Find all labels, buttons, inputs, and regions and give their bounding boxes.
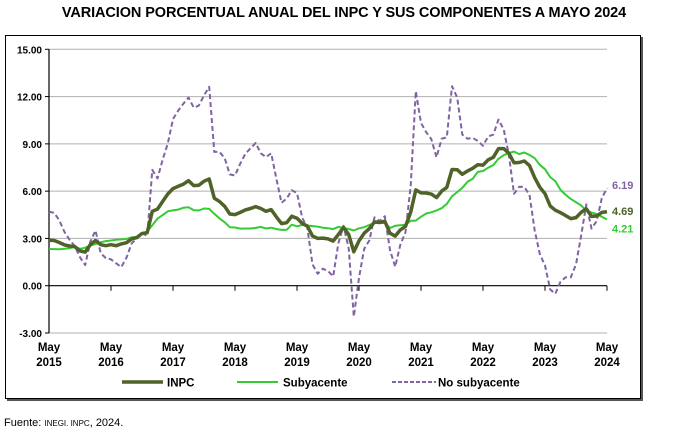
- x-tick-label-year: 2021: [408, 357, 434, 369]
- x-tick-label-year: 2016: [98, 357, 124, 369]
- x-tick-label-month: May: [596, 342, 619, 354]
- x-tick-label-month: May: [162, 342, 185, 354]
- end-value-label: 4.69: [612, 206, 633, 218]
- x-tick-label-year: 2015: [36, 357, 62, 369]
- x-tick-label-year: 2018: [222, 357, 248, 369]
- source-prefix: Fuente:: [4, 417, 45, 429]
- x-tick-label-month: May: [472, 342, 495, 354]
- x-tick-label-year: 2019: [284, 357, 310, 369]
- x-tick-label-month: May: [100, 342, 123, 354]
- x-tick-label-month: May: [534, 342, 557, 354]
- source-name: INEGI. INPC: [44, 419, 90, 428]
- series-line-subyacente: [48, 150, 608, 251]
- x-tick-label-year: 2020: [346, 357, 372, 369]
- x-tick-label-year: 2024: [594, 357, 620, 369]
- end-value-label: 4.21: [612, 223, 633, 235]
- end-value-label: 6.19: [612, 180, 633, 192]
- y-tick-label: -3.00: [19, 329, 42, 340]
- y-tick-label: 6.00: [23, 187, 43, 198]
- legend-label: Subyacente: [283, 378, 348, 390]
- legend-label: No subyacente: [438, 378, 520, 390]
- x-tick-label-year: 2023: [532, 357, 558, 369]
- y-tick-label: 12.00: [17, 93, 42, 104]
- x-tick-label-month: May: [348, 342, 371, 354]
- x-tick-label-month: May: [286, 342, 309, 354]
- source-note: Fuente: INEGI. INPC, 2024.: [4, 417, 123, 429]
- y-tick-label: 3.00: [23, 234, 43, 245]
- y-tick-label: 9.00: [23, 140, 43, 151]
- x-tick-label-month: May: [224, 342, 247, 354]
- series-line-no-subyacente: [48, 85, 608, 318]
- x-tick-label-month: May: [410, 342, 433, 354]
- x-tick-label-year: 2017: [160, 357, 186, 369]
- legend-label: INPC: [167, 378, 194, 390]
- x-tick-label-month: May: [38, 342, 61, 354]
- chart-title: VARIACION PORCENTUAL ANUAL DEL INPC Y SU…: [61, 5, 627, 21]
- source-suffix: , 2024.: [89, 417, 124, 429]
- chart-frame: [5, 35, 641, 399]
- x-tick-label-year: 2022: [470, 357, 496, 369]
- y-tick-label: 15.00: [17, 45, 42, 56]
- y-tick-label: 0.00: [23, 282, 43, 293]
